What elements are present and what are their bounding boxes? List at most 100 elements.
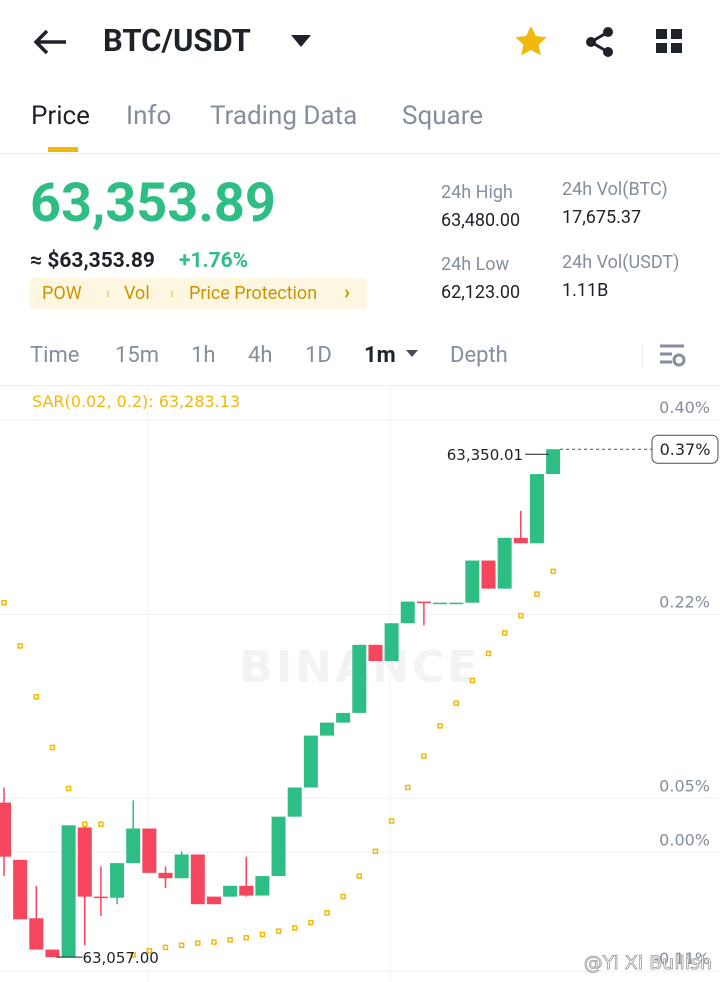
pair-dropdown[interactable] <box>290 34 312 48</box>
tab-indicator <box>48 147 78 152</box>
share-button[interactable] <box>584 26 616 58</box>
candle-body <box>255 876 270 896</box>
chart-settings[interactable] <box>659 343 687 369</box>
stat-value: 1.11B <box>562 280 609 301</box>
interval[interactable]: 4h <box>248 343 273 368</box>
sar-dot <box>421 753 427 759</box>
sar-dot <box>65 785 72 792</box>
candle-body <box>206 896 221 905</box>
tag[interactable]: Vol <box>124 283 150 304</box>
sar-dot <box>501 630 508 636</box>
y-tick-label: 0.05% <box>659 776 710 795</box>
chart: 0.40%0.22%0.05%0.00%-0.11%BINANCESAR(0.0… <box>0 386 720 982</box>
tag-chevron: › <box>344 280 351 304</box>
candle-body <box>320 722 334 736</box>
interval[interactable]: 1h <box>191 343 216 368</box>
tag[interactable]: POW <box>42 283 82 304</box>
interval[interactable]: 1D <box>305 343 332 368</box>
tab[interactable]: Square <box>402 101 484 131</box>
sar-dot <box>437 723 443 729</box>
tab[interactable]: Price <box>31 101 90 131</box>
stat-label: 24h Vol(BTC) <box>562 179 668 200</box>
candle-body <box>45 949 60 958</box>
interval[interactable]: 1m <box>364 343 396 368</box>
sar-dot <box>534 591 540 597</box>
stat-label: 24h High <box>441 182 513 203</box>
high-label: 63,350.01 <box>447 446 523 464</box>
sar-dot <box>291 925 298 931</box>
sar-dot <box>243 934 249 941</box>
candle-body <box>336 712 351 723</box>
favorite-star[interactable] <box>514 25 548 57</box>
back-button[interactable] <box>32 28 68 56</box>
candle-body <box>93 896 108 899</box>
interval[interactable]: 15m <box>115 343 160 368</box>
menu-grid[interactable] <box>656 29 684 55</box>
divider <box>642 343 643 369</box>
sar-dot <box>340 893 346 900</box>
credit: @Yi Xi Bullish <box>584 952 712 974</box>
interval-dropdown[interactable] <box>404 348 422 360</box>
tag-separator <box>107 291 109 297</box>
candle-body <box>13 859 28 920</box>
last-price-label: 0.37% <box>660 440 711 459</box>
sar-dot <box>275 928 282 934</box>
sar-dot <box>485 650 492 657</box>
candle-body <box>497 537 512 589</box>
candle-body <box>174 854 189 879</box>
fiat-price: ≈ $63,353.89 <box>30 249 155 273</box>
candle-body <box>126 828 141 864</box>
sar-dot <box>33 693 40 700</box>
low-label: 63,057.00 <box>82 949 158 967</box>
candle-body <box>77 827 92 897</box>
last-price-box <box>651 434 719 464</box>
sar-dot <box>388 818 395 824</box>
sar-dot <box>98 821 104 827</box>
y-tick-label: 0.00% <box>659 830 710 849</box>
candle-body <box>239 885 254 896</box>
candle-body <box>368 644 383 662</box>
price-change: +1.76% <box>179 249 249 273</box>
candle-body <box>0 802 11 857</box>
stat-value: 63,480.00 <box>441 210 521 231</box>
tab[interactable]: Info <box>126 101 172 131</box>
sar-dot <box>1 599 7 606</box>
candle-body <box>400 601 415 624</box>
sar-dot <box>372 848 379 854</box>
y-tick-label: 0.40% <box>659 398 710 417</box>
candle-body <box>513 537 528 544</box>
interval[interactable]: Time <box>30 343 80 368</box>
candle-body <box>352 644 367 713</box>
sar-dot <box>227 937 233 943</box>
sar-dot <box>550 568 556 575</box>
sar-dot <box>17 643 23 649</box>
y-tick-label: 0.22% <box>659 593 710 612</box>
sar-dot <box>453 700 459 706</box>
stat-value: 62,123.00 <box>441 282 521 303</box>
sar-dot <box>49 744 56 751</box>
tab[interactable]: Trading Data <box>210 101 358 131</box>
sar-dot <box>259 931 266 938</box>
sar-dot <box>405 784 411 791</box>
tag[interactable]: Price Protection <box>189 283 318 304</box>
interval[interactable]: Depth <box>450 343 508 368</box>
sar-dot <box>178 942 185 949</box>
sar-dot <box>130 952 136 958</box>
divider <box>0 385 720 386</box>
sar-dot <box>324 910 330 916</box>
sar-dot <box>518 612 524 619</box>
candle-body <box>529 474 544 544</box>
stat-label: 24h Vol(USDT) <box>562 252 680 273</box>
tag-bar <box>30 278 367 309</box>
sar-dot <box>308 919 314 926</box>
candle-body <box>190 854 205 905</box>
candle-body <box>449 602 464 605</box>
pair-title[interactable]: BTC/USDT <box>103 22 251 59</box>
candle-body <box>223 885 238 897</box>
tag-separator <box>171 291 173 297</box>
candle-body <box>29 918 44 950</box>
stat-value: 17,675.37 <box>562 207 642 228</box>
sar-dot <box>82 821 88 827</box>
candle-body <box>433 602 448 605</box>
